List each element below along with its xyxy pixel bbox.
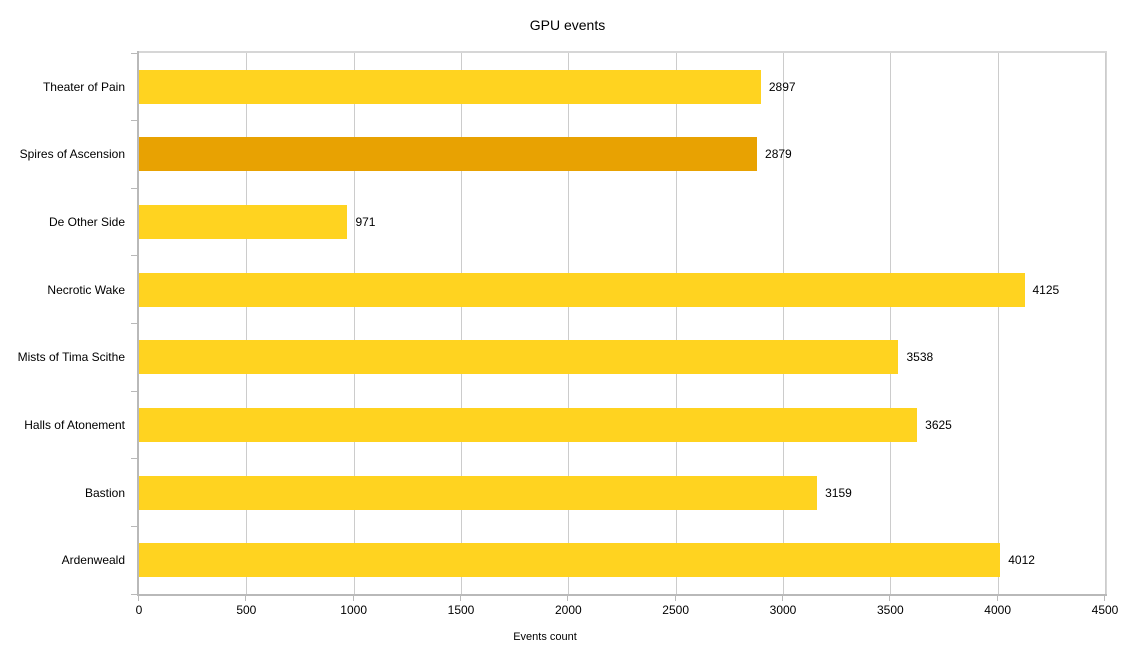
x-axis-tick-label: 4000 xyxy=(984,603,1011,617)
x-axis-tick-label: 3000 xyxy=(769,603,797,617)
x-axis-tick-label: 500 xyxy=(236,603,257,617)
bar-value-label: 3538 xyxy=(906,350,934,365)
y-axis-tick xyxy=(131,525,137,527)
chart-title: GPU events xyxy=(529,17,606,33)
bar-bastion xyxy=(139,475,818,510)
y-axis-tick xyxy=(131,593,137,595)
gridline-x-3500 xyxy=(890,53,892,594)
x-axis-tick xyxy=(138,596,139,601)
plot-border-right xyxy=(1105,51,1107,596)
y-axis-tick xyxy=(131,255,137,257)
bar-value-label: 4012 xyxy=(1008,553,1035,568)
gridline-x-2000 xyxy=(568,53,570,594)
y-axis-tick xyxy=(131,120,137,122)
gridline-x-4000 xyxy=(997,53,999,594)
x-axis-tick xyxy=(352,596,354,601)
y-axis-tick xyxy=(131,187,137,189)
x-axis-tick-label: 4500 xyxy=(1091,603,1119,617)
y-axis-tick xyxy=(131,390,137,392)
x-axis-title: Events count xyxy=(513,631,577,643)
gridline-x-4500 xyxy=(1105,53,1106,594)
bar-value-label: 2897 xyxy=(768,79,796,94)
gridline-x-3000 xyxy=(783,53,784,594)
x-axis-tick xyxy=(782,596,783,601)
y-axis-line xyxy=(137,51,139,596)
category-label: Spires of Ascension xyxy=(19,147,125,162)
y-axis-tick xyxy=(131,458,137,460)
x-axis-tick-label: 2000 xyxy=(554,603,582,617)
bar-spires-of-ascension xyxy=(139,137,758,172)
x-axis-tick xyxy=(567,596,569,601)
bar-value-label: 3159 xyxy=(825,485,852,500)
category-label: Necrotic Wake xyxy=(47,282,125,297)
x-axis-tick xyxy=(460,596,461,601)
x-axis-tick xyxy=(889,596,891,601)
bar-halls-of-atonement xyxy=(139,407,918,442)
bar-value-label: 3625 xyxy=(925,417,952,432)
bar-theater-of-pain xyxy=(139,69,761,104)
gridline-x-1000 xyxy=(353,53,355,594)
x-axis-tick-label: 0 xyxy=(135,603,143,617)
bar-mists-of-tima-scithe xyxy=(139,340,899,375)
x-axis-tick-label: 1000 xyxy=(340,603,367,617)
category-label: Theater of Pain xyxy=(42,79,125,94)
category-label: Ardenweald xyxy=(61,553,125,568)
category-label: De Other Side xyxy=(48,215,125,230)
gridline-x-2500 xyxy=(675,53,677,594)
x-axis-line xyxy=(137,594,1107,596)
bar-value-label: 971 xyxy=(355,215,376,230)
category-label: Bastion xyxy=(84,485,125,500)
x-axis-tick xyxy=(674,596,676,601)
x-axis-tick-label: 3500 xyxy=(876,603,904,617)
x-axis-tick-label: 1500 xyxy=(447,603,475,617)
bar-ardenweald xyxy=(139,543,1001,578)
x-axis-tick-label: 2500 xyxy=(662,603,689,617)
gridline-x-500 xyxy=(246,53,248,594)
x-axis-tick xyxy=(1104,596,1105,601)
bar-value-label: 4125 xyxy=(1032,282,1060,297)
category-label: Halls of Atonement xyxy=(24,417,125,432)
category-label: Mists of Tima Scithe xyxy=(17,350,125,365)
bar-de-other-side xyxy=(139,205,348,240)
gridline-x-1500 xyxy=(461,53,462,594)
y-axis-tick xyxy=(131,323,137,324)
x-axis-tick xyxy=(996,596,998,601)
plot-border-top xyxy=(137,51,1107,53)
bar-necrotic-wake xyxy=(139,272,1025,307)
bar-value-label: 2879 xyxy=(765,147,792,162)
y-axis-tick xyxy=(131,52,137,54)
x-axis-tick xyxy=(245,596,247,601)
